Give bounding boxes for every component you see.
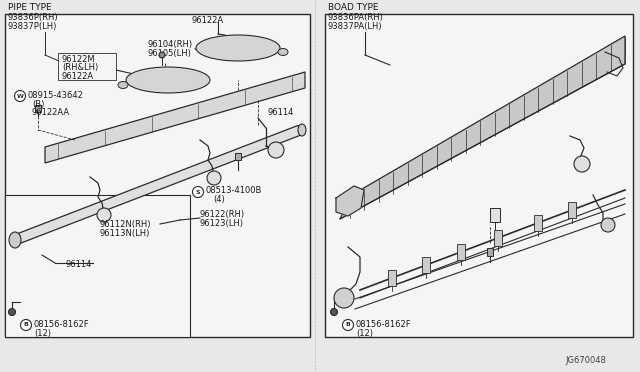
- Text: PIPE TYPE: PIPE TYPE: [8, 3, 52, 12]
- Circle shape: [8, 308, 15, 315]
- Bar: [494, 230, 502, 246]
- Ellipse shape: [278, 48, 288, 55]
- Text: 96122A: 96122A: [62, 72, 94, 81]
- Circle shape: [20, 320, 31, 330]
- Ellipse shape: [196, 35, 280, 61]
- Text: B: B: [346, 323, 351, 327]
- Bar: [490, 208, 500, 222]
- Text: 96123(LH): 96123(LH): [200, 219, 244, 228]
- Text: 96122A: 96122A: [192, 16, 224, 25]
- Text: 08915-43642: 08915-43642: [27, 91, 83, 100]
- Text: W: W: [17, 93, 24, 99]
- Bar: [325, 14, 633, 337]
- Text: (12): (12): [34, 329, 51, 338]
- Circle shape: [342, 320, 353, 330]
- Circle shape: [193, 186, 204, 198]
- Text: 96105(LH): 96105(LH): [148, 49, 192, 58]
- Polygon shape: [13, 125, 302, 245]
- Circle shape: [574, 156, 590, 172]
- Bar: [5, 14, 310, 337]
- Circle shape: [159, 52, 165, 58]
- Text: 96114: 96114: [267, 108, 293, 117]
- Text: S: S: [196, 189, 200, 195]
- Bar: [422, 257, 430, 273]
- Circle shape: [207, 171, 221, 185]
- Ellipse shape: [298, 124, 306, 136]
- Bar: [58, 53, 116, 80]
- Circle shape: [330, 308, 337, 315]
- Bar: [5, 195, 190, 337]
- Ellipse shape: [118, 81, 128, 89]
- Text: 08156-8162F: 08156-8162F: [34, 320, 90, 329]
- Text: B: B: [24, 323, 28, 327]
- Text: 96104(RH): 96104(RH): [148, 40, 193, 49]
- Text: 08156-8162F: 08156-8162F: [356, 320, 412, 329]
- Text: BOAD TYPE: BOAD TYPE: [328, 3, 378, 12]
- Text: 93836P(RH): 93836P(RH): [8, 13, 59, 22]
- Bar: [35, 105, 41, 112]
- Text: 93836PA(RH): 93836PA(RH): [328, 13, 384, 22]
- Bar: [487, 248, 493, 256]
- Text: (12): (12): [356, 329, 373, 338]
- Text: 96114: 96114: [65, 260, 92, 269]
- Text: 93837PA(LH): 93837PA(LH): [328, 22, 383, 31]
- Bar: [457, 244, 465, 260]
- Ellipse shape: [9, 232, 21, 248]
- Bar: [534, 215, 541, 231]
- Text: 96122AA: 96122AA: [32, 108, 70, 117]
- Bar: [568, 202, 576, 218]
- Ellipse shape: [126, 67, 210, 93]
- Circle shape: [601, 218, 615, 232]
- Text: 96122M: 96122M: [62, 55, 95, 64]
- Polygon shape: [45, 72, 305, 163]
- Text: (4): (4): [213, 195, 225, 204]
- Text: 96113N(LH): 96113N(LH): [100, 229, 150, 238]
- Polygon shape: [340, 36, 625, 219]
- Circle shape: [97, 208, 111, 222]
- Circle shape: [334, 288, 354, 308]
- Polygon shape: [336, 186, 364, 216]
- Text: JG670048: JG670048: [565, 356, 606, 365]
- Text: (B): (B): [32, 100, 44, 109]
- Circle shape: [15, 90, 26, 102]
- Text: 96112N(RH): 96112N(RH): [100, 220, 152, 229]
- Text: (RH&LH): (RH&LH): [62, 63, 99, 72]
- Circle shape: [268, 142, 284, 158]
- Text: 96122(RH): 96122(RH): [200, 210, 245, 219]
- Text: 93837P(LH): 93837P(LH): [8, 22, 58, 31]
- Bar: [235, 153, 241, 160]
- Bar: [388, 270, 396, 286]
- Text: 08513-4100B: 08513-4100B: [205, 186, 261, 195]
